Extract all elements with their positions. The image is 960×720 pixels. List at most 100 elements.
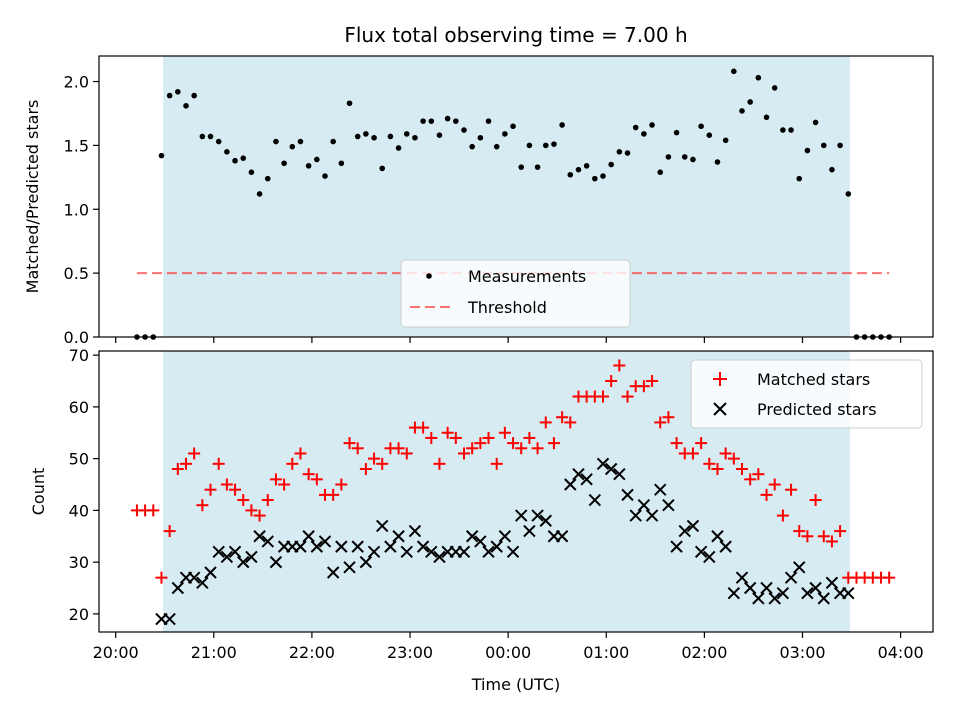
matched-star-point: [523, 431, 536, 444]
matched-star-point: [245, 504, 258, 517]
count-axes-frame: [98, 350, 934, 633]
measurement-point: [387, 133, 394, 140]
ratio-axes-frame: [98, 55, 934, 338]
measurement-point: [338, 160, 345, 167]
measurement-point: [330, 138, 336, 145]
predicted-star-point: [187, 571, 201, 584]
x-tick-label: 20:00: [93, 643, 139, 662]
matched-star-point: [662, 411, 675, 424]
measurement-point: [804, 147, 811, 154]
matched-star-point: [278, 478, 291, 491]
matched-star-point: [335, 478, 348, 491]
measurement-point: [444, 115, 451, 122]
measurement-point: [305, 163, 312, 169]
time-x-axis-label: Time (UTC): [471, 675, 560, 694]
y-tick-label: 1.5: [64, 136, 89, 155]
y-tick-label: 0.0: [64, 328, 89, 347]
y-tick-label: 40: [69, 501, 89, 520]
predicted-star-point: [727, 586, 741, 600]
predicted-star-point: [752, 592, 765, 605]
ratio-y-axis-label: Matched/Predicted stars: [23, 100, 42, 294]
measurement-point: [175, 88, 181, 95]
predicted-star-point: [825, 576, 839, 590]
predicted-star-point: [310, 540, 324, 553]
x-tick-label: 22:00: [289, 643, 335, 662]
matched-star-point: [229, 483, 242, 496]
matched-star-point: [735, 462, 748, 475]
measurement-point: [845, 191, 852, 197]
predicted-star-point: [351, 540, 364, 553]
measurement-point: [616, 148, 623, 155]
measurement-point: [518, 164, 525, 170]
predicted-star-point: [482, 545, 495, 558]
matched-star-point: [417, 421, 430, 434]
predicted-star-point: [531, 509, 544, 522]
measurement-point: [542, 142, 549, 149]
legend-threshold-label: Threshold: [467, 298, 547, 317]
predicted-star-point: [801, 586, 814, 600]
measurement-point: [379, 165, 386, 172]
measurement-point: [436, 132, 443, 138]
predicted-star-point: [637, 499, 651, 512]
x-tick-label: 00:00: [485, 643, 531, 662]
matched-star-point: [539, 416, 552, 429]
matched-star-point: [654, 416, 667, 429]
matched-star-point: [793, 525, 806, 538]
matched-star-point: [752, 468, 765, 481]
measurement-point: [371, 134, 377, 141]
predicted-star-point: [474, 535, 487, 548]
matched-star-point: [703, 457, 716, 470]
measurement-point: [673, 129, 680, 136]
matched-star-point: [351, 442, 364, 455]
predicted-star-point: [613, 467, 626, 481]
measurement-point: [583, 163, 590, 169]
predicted-star-point: [457, 545, 471, 558]
predicted-star-point: [490, 540, 503, 553]
matched-star-point: [760, 488, 773, 501]
measurement-point: [681, 154, 688, 160]
predicted-star-point: [392, 530, 405, 543]
matched-star-point: [695, 437, 708, 450]
predicted-star-point: [686, 519, 700, 533]
measurement-point: [453, 118, 459, 124]
matched-star-point: [294, 447, 307, 460]
measurement-point: [510, 123, 516, 130]
measurement-point: [248, 169, 255, 176]
y-tick-label: 30: [69, 553, 89, 572]
predicted-star-point: [400, 545, 413, 558]
predicted-star-point: [580, 473, 593, 486]
measurement-point: [771, 85, 778, 91]
predicted-star-point: [711, 530, 724, 543]
measurement-point: [592, 175, 598, 182]
measurement-point: [183, 103, 189, 109]
measurement-point: [641, 131, 647, 137]
matched-star-point: [400, 447, 413, 460]
y-tick-label: 1.0: [64, 200, 89, 219]
matched-star-point: [621, 390, 634, 403]
measurement-point: [624, 150, 631, 156]
predicted-star-point: [302, 530, 315, 543]
measurement-point: [469, 143, 475, 150]
matched-star-point: [286, 457, 299, 470]
matched-star-point: [801, 530, 814, 543]
matched-star-point: [269, 473, 282, 486]
matched-star-point: [466, 442, 479, 455]
count-y-axis-ticks: 20 30 40 50 60 70: [69, 346, 99, 624]
predicted-star-point: [416, 540, 430, 553]
predicted-star-point: [515, 509, 528, 522]
count-legend: Matched stars Predicted stars: [690, 359, 923, 429]
measurement-point: [665, 154, 672, 160]
predicted-star-point: [269, 555, 283, 569]
predicted-star-point: [408, 524, 422, 538]
matched-star-point: [261, 494, 274, 507]
measurement-point: [820, 142, 827, 149]
matched-star-point: [441, 426, 454, 439]
predicted-star-point: [760, 581, 773, 595]
matched-star-point: [482, 431, 495, 444]
measurement-point: [608, 161, 614, 168]
measurement-point: [224, 148, 230, 155]
predicted-star-points: [155, 457, 855, 626]
measurement-point: [428, 118, 435, 124]
x-tick-label: 23:00: [387, 643, 433, 662]
predicted-star-point: [253, 530, 266, 543]
